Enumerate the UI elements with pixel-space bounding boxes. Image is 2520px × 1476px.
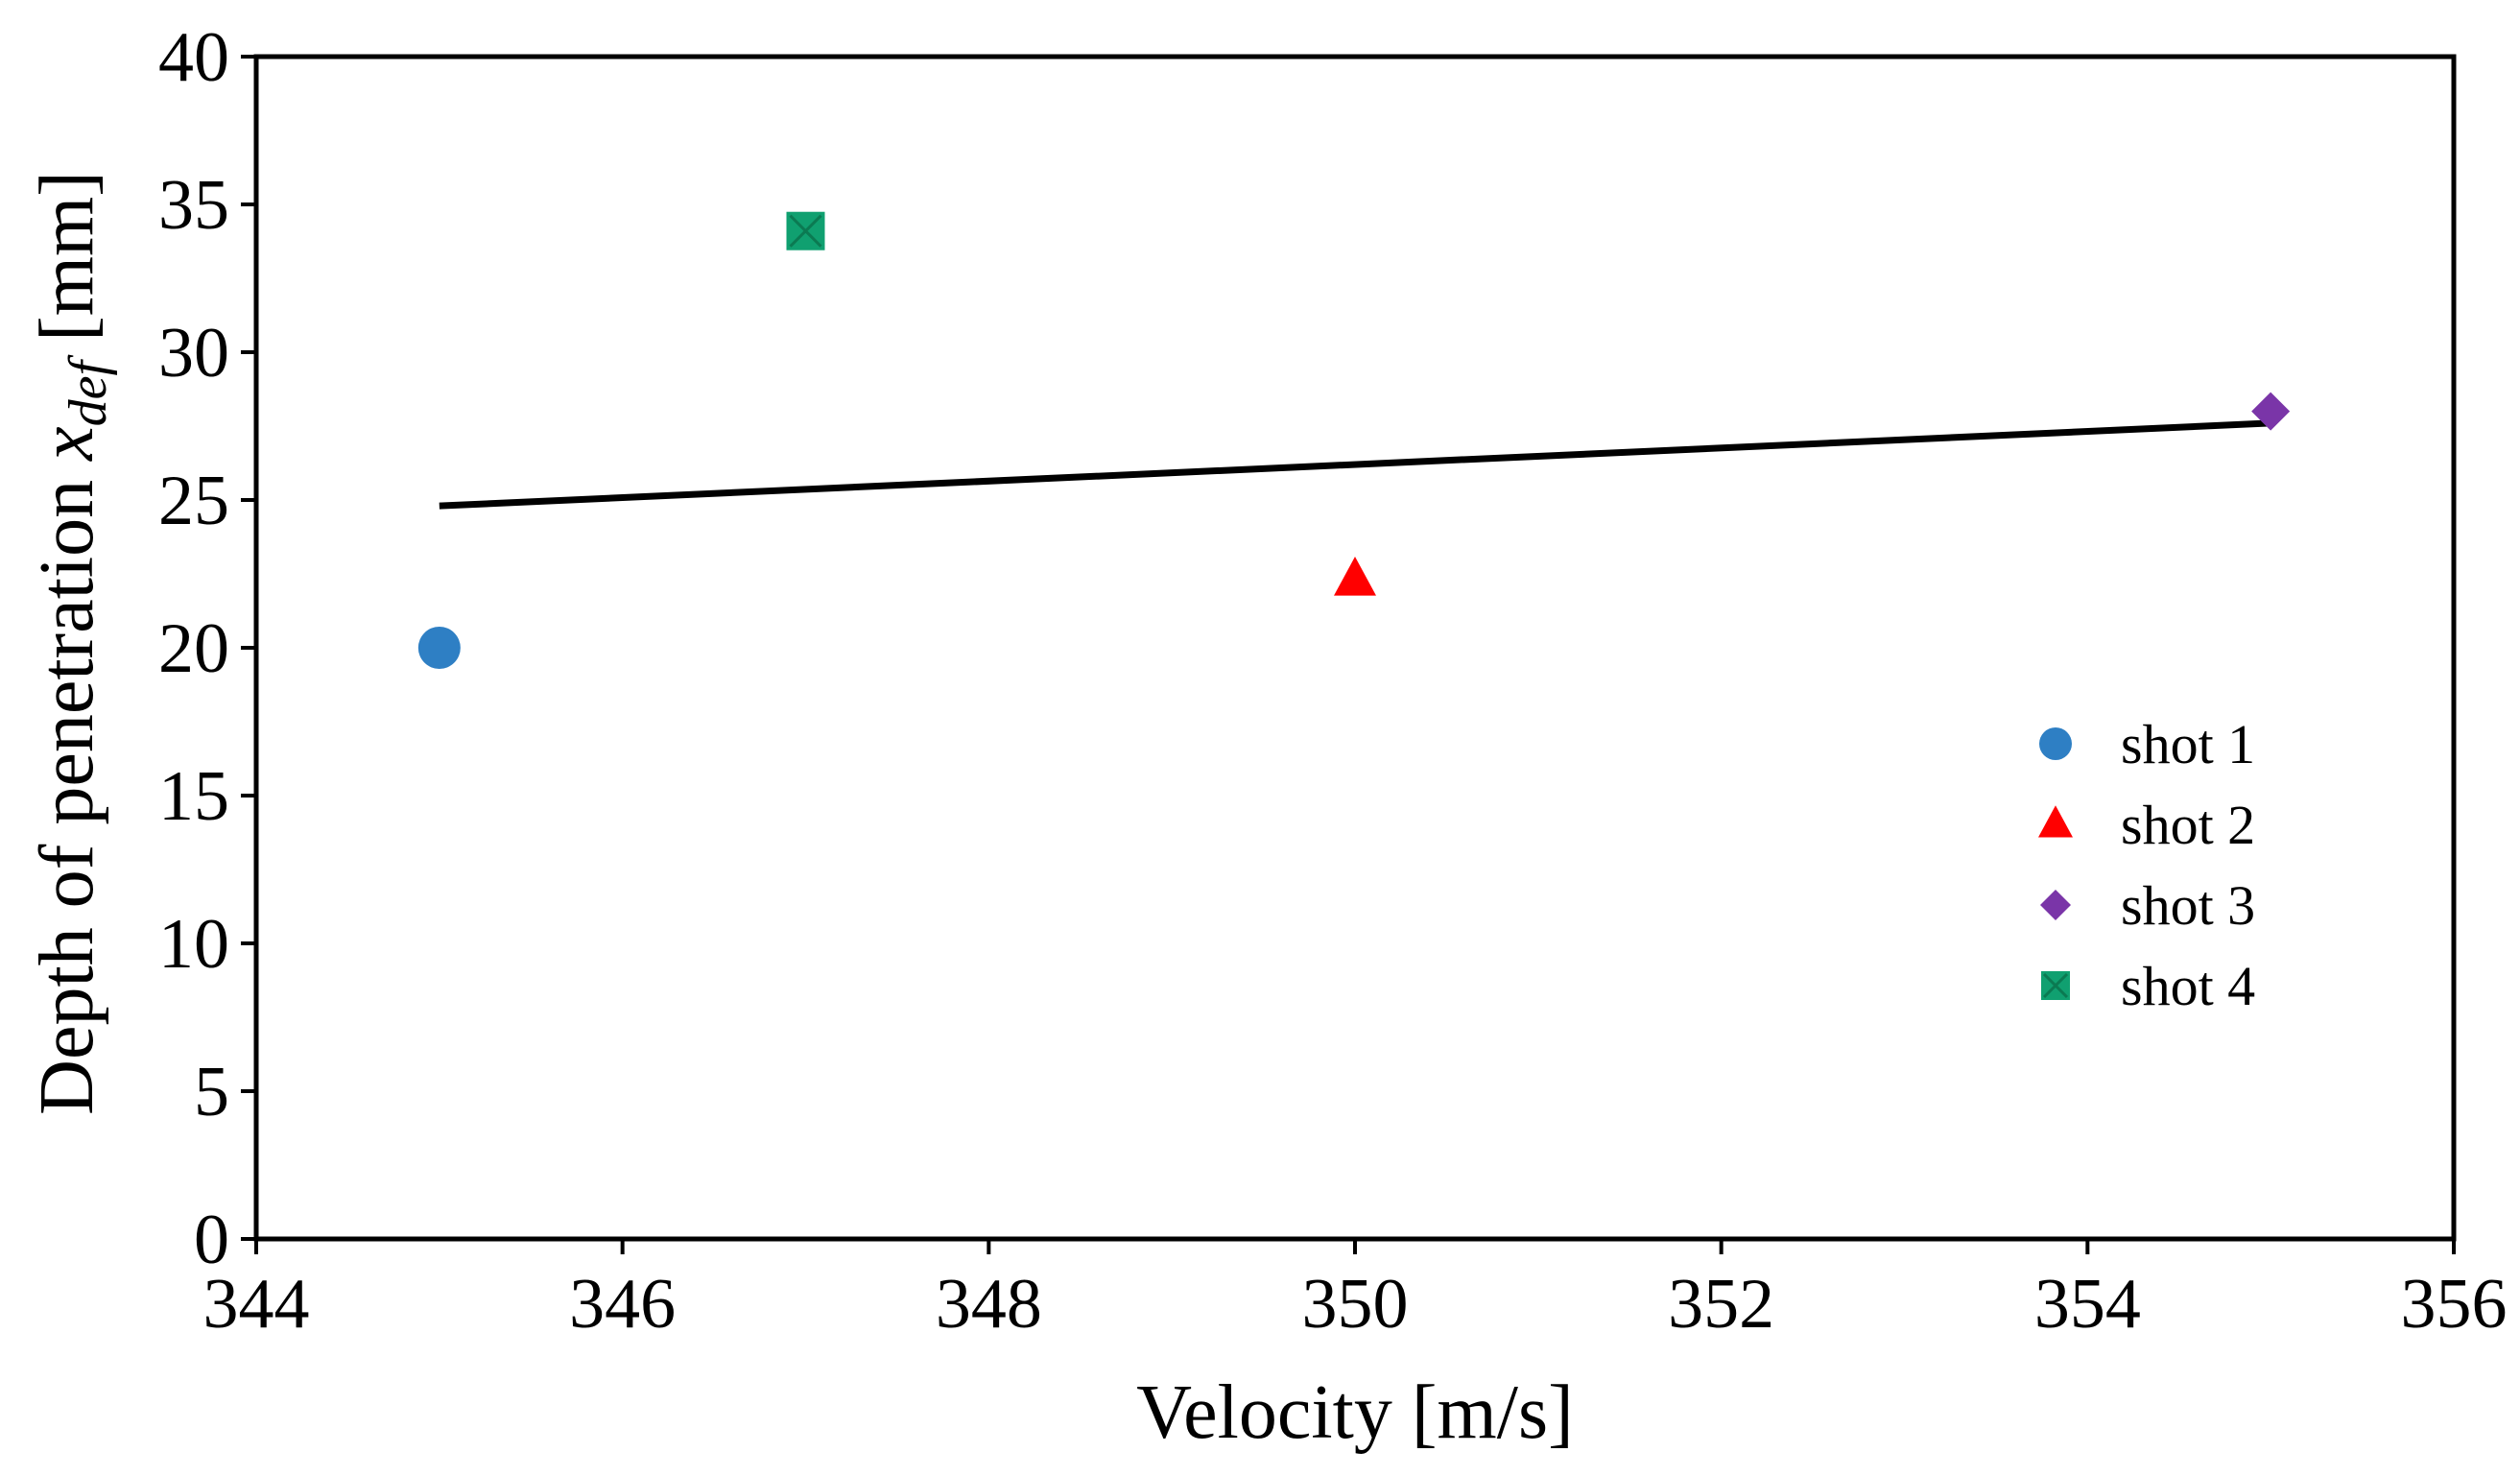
data-point-shot-1 bbox=[417, 627, 461, 669]
trendline bbox=[439, 419, 2271, 510]
x-tick-label: 356 bbox=[2401, 1265, 2508, 1344]
y-tick-label: 30 bbox=[158, 314, 229, 393]
x-tick-label: 354 bbox=[2034, 1265, 2141, 1344]
y-tick-label: 0 bbox=[194, 1201, 229, 1279]
data-point-shot-2 bbox=[1334, 556, 1376, 596]
legend-label: shot 3 bbox=[2121, 874, 2255, 937]
legend-marker-shot-4-cross bbox=[2042, 972, 2069, 999]
y-axis-title-symbol: x bbox=[25, 426, 109, 462]
data-point-shot-4-cross bbox=[789, 214, 822, 248]
x-tick-label: 352 bbox=[1668, 1265, 1774, 1344]
y-tick-label: 35 bbox=[158, 166, 229, 245]
y-axis-title-prefix: Depth of penetration bbox=[25, 461, 109, 1115]
data-points-layer bbox=[417, 211, 2291, 669]
trendline-layer bbox=[439, 419, 2271, 510]
x-tick-label: 344 bbox=[203, 1265, 310, 1344]
y-axis-title-suffix: [mm] bbox=[25, 171, 109, 361]
legend-label: shot 1 bbox=[2121, 713, 2255, 775]
legend: shot 1 shot 2 shot 3 shot 4 bbox=[2038, 713, 2255, 1017]
y-tick-label: 40 bbox=[158, 18, 229, 97]
x-axis-title: Velocity [m/s] bbox=[1136, 1370, 1573, 1455]
y-tick-label: 5 bbox=[194, 1053, 229, 1131]
data-point-shot-3 bbox=[2251, 392, 2291, 431]
y-tick-label: 25 bbox=[158, 462, 229, 540]
legend-marker-shot-1 bbox=[2039, 727, 2072, 760]
legend-label: shot 4 bbox=[2121, 955, 2255, 1017]
y-tick-label: 10 bbox=[158, 905, 229, 984]
x-axis-ticks: 344 346 348 350 352 354 356 bbox=[203, 1239, 2508, 1344]
legend-marker-shot-3 bbox=[2040, 890, 2071, 920]
legend-marker-shot-2 bbox=[2038, 805, 2073, 838]
x-tick-label: 348 bbox=[936, 1265, 1042, 1344]
y-axis-title-subscript: def bbox=[59, 353, 118, 426]
y-tick-label: 20 bbox=[158, 609, 229, 688]
y-tick-label: 15 bbox=[158, 757, 229, 836]
x-tick-label: 346 bbox=[569, 1265, 676, 1344]
legend-marker-shot-4 bbox=[2041, 971, 2070, 1000]
legend-label: shot 2 bbox=[2121, 794, 2255, 856]
plot-area-frame bbox=[253, 54, 2457, 1242]
data-point-shot-4 bbox=[786, 211, 825, 250]
y-axis-title: Depth of penetration xdef [mm] bbox=[25, 171, 118, 1115]
x-tick-label: 350 bbox=[1302, 1265, 1409, 1344]
y-axis-ticks: 0 5 10 15 20 25 30 35 40 bbox=[158, 18, 256, 1279]
